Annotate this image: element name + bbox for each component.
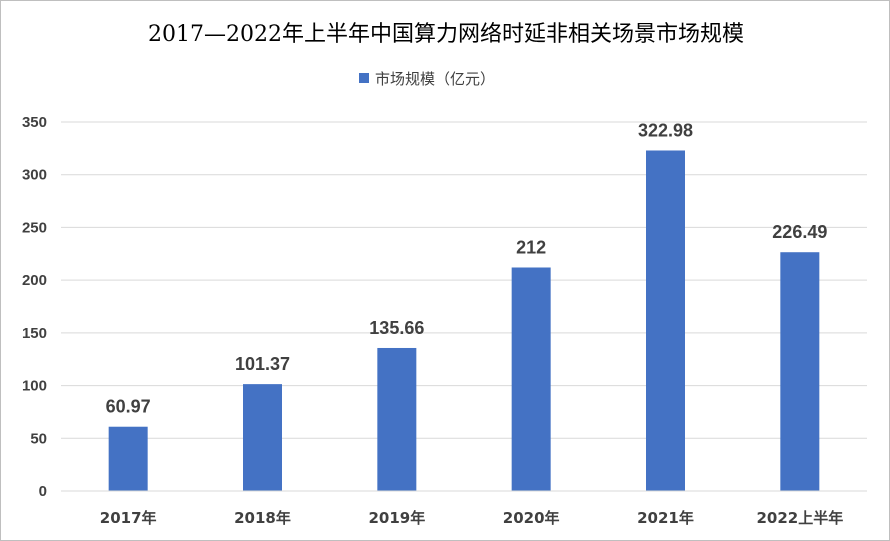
y-tick-label: 100 xyxy=(22,378,47,395)
legend-label: 市场规模（亿元） xyxy=(375,70,495,88)
legend-swatch xyxy=(359,73,369,83)
bar xyxy=(646,150,685,491)
x-tick-label: 2021年 xyxy=(637,509,694,527)
bar xyxy=(377,347,417,491)
data-label: 212 xyxy=(516,237,546,257)
x-tick-label: 2018年 xyxy=(234,509,291,527)
data-labels: 60.97 101.37 135.66 212 322.98 226.49 xyxy=(106,120,828,416)
x-tick-label: 2020年 xyxy=(503,509,560,527)
y-tick-label: 300 xyxy=(22,167,47,184)
x-tick-label: 2017年 xyxy=(100,509,157,527)
y-tick-label: 200 xyxy=(22,272,47,289)
x-tick-label: 2019年 xyxy=(368,509,425,527)
x-axis: 2017年 2018年 2019年 2020年 2021年 2022上半年 xyxy=(100,509,843,527)
bar xyxy=(511,267,551,491)
bar xyxy=(780,252,820,491)
y-axis: 0 50 100 150 200 250 300 350 xyxy=(22,114,47,500)
y-tick-label: 50 xyxy=(30,430,47,447)
y-tick-label: 250 xyxy=(22,219,47,236)
data-label: 135.66 xyxy=(369,318,424,338)
data-label: 101.37 xyxy=(235,354,290,374)
data-label: 226.49 xyxy=(772,222,827,242)
data-label: 322.98 xyxy=(638,120,693,140)
bar xyxy=(243,384,282,491)
y-tick-label: 350 xyxy=(22,114,47,131)
chart-title: 2017—2022年上半年中国算力网络时延非相关场景市场规模 xyxy=(148,22,744,47)
y-tick-label: 0 xyxy=(39,483,47,500)
x-tick-label: 2022上半年 xyxy=(756,509,843,527)
legend: 市场规模（亿元） xyxy=(359,70,495,88)
bar xyxy=(108,426,148,491)
data-label: 60.97 xyxy=(106,397,151,417)
bar-series xyxy=(108,150,820,491)
y-tick-label: 150 xyxy=(22,325,47,342)
gridlines xyxy=(61,121,867,439)
